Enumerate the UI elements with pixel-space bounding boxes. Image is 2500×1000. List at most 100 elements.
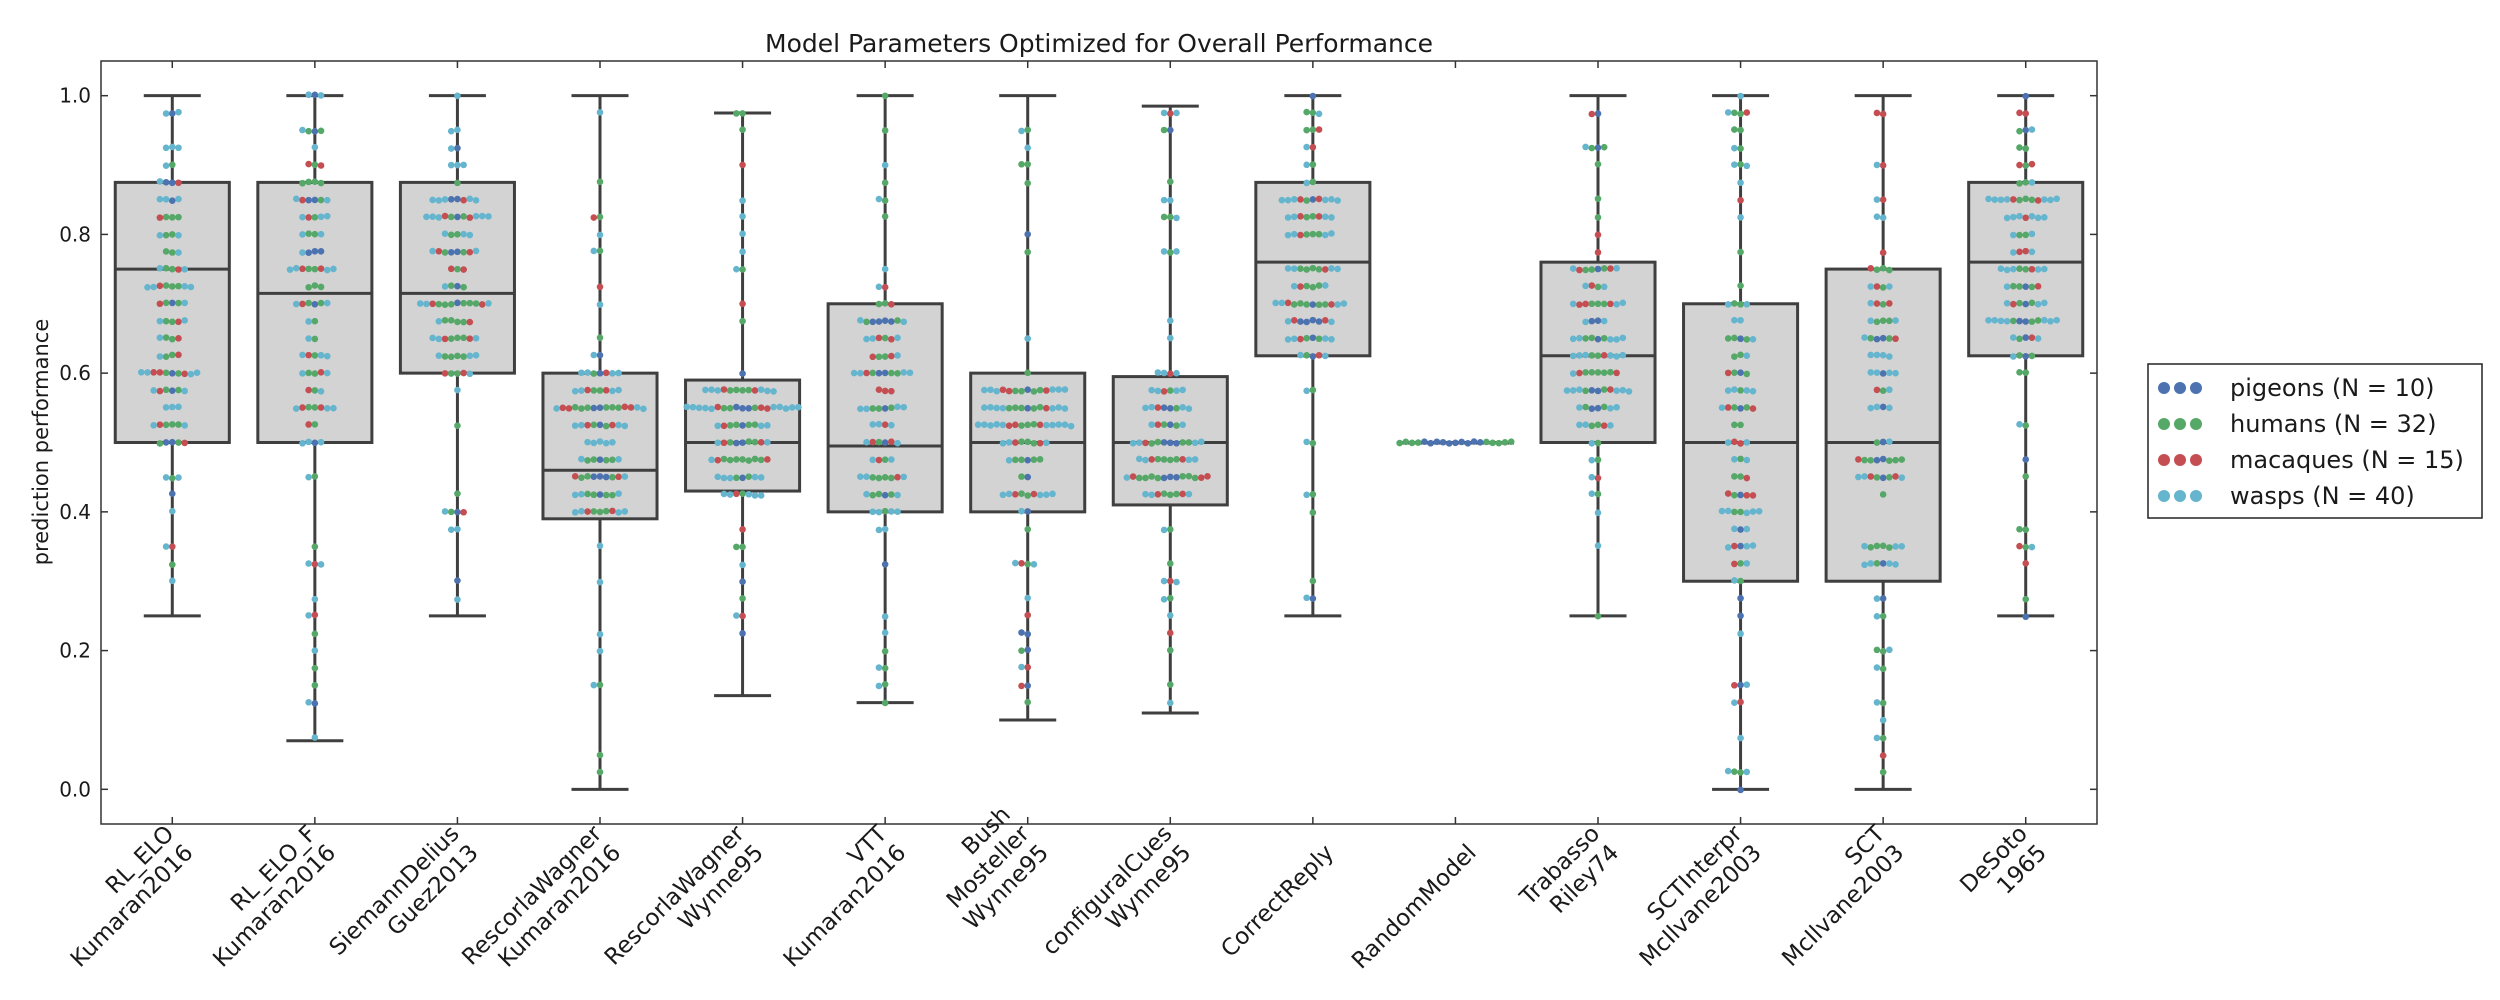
swarm-point (739, 526, 746, 533)
swarm-point (857, 405, 864, 413)
swarm-point (584, 421, 591, 429)
swarm-point (590, 404, 598, 412)
swarm-point (764, 387, 771, 395)
swarm-point (423, 213, 430, 221)
swarm-point (900, 403, 908, 411)
swarm-point (1737, 110, 1744, 118)
swarm-point (156, 421, 164, 428)
swarm-point (615, 473, 622, 481)
swarm-point (571, 403, 579, 411)
swarm-point (317, 179, 325, 187)
swarm-point (472, 334, 480, 342)
swarm-point (1328, 318, 1335, 326)
swarm-point (156, 369, 164, 376)
swarm-point (1873, 386, 1881, 394)
swarm-point (305, 386, 312, 394)
swarm-point (193, 369, 201, 376)
swarm-point (1892, 369, 1899, 377)
swarm-point (1594, 369, 1602, 376)
swarm-point (1731, 681, 1738, 689)
swarm-point (733, 474, 740, 482)
swarm-point (1160, 474, 1168, 482)
swarm-point (1861, 561, 1868, 569)
swarm-point (1731, 144, 1738, 152)
swarm-point (1873, 456, 1881, 464)
swarm-point (429, 334, 436, 342)
swarm-point (162, 231, 170, 239)
swarm-point (1173, 422, 1180, 429)
swarm-point (1588, 282, 1596, 289)
swarm-point (311, 352, 319, 359)
swarm-point (299, 300, 306, 308)
swarm-point (764, 405, 771, 412)
swarm-point (1309, 509, 1317, 516)
swarm-point (596, 283, 604, 291)
swarm-point (1886, 457, 1893, 465)
swarm-point (168, 490, 176, 497)
swarm-point (1030, 456, 1038, 463)
swarm-point (460, 213, 467, 220)
swarm-point (863, 369, 870, 377)
swarm-point (175, 351, 182, 359)
swarm-point (1309, 178, 1317, 186)
swarm-point (602, 404, 610, 411)
swarm-point (739, 630, 746, 637)
swarm-point (1154, 404, 1162, 411)
swarm-point (1309, 595, 1317, 602)
swarm-point (578, 474, 585, 481)
swarm-point (311, 421, 319, 428)
swarm-point (2022, 247, 2030, 255)
swarm-point (708, 456, 715, 464)
swarm-point (888, 474, 895, 482)
swarm-point (695, 404, 703, 412)
swarm-point (311, 300, 319, 308)
swarm-point (596, 109, 604, 116)
swarm-point (2003, 214, 2011, 222)
swarm-point (2016, 127, 2023, 135)
swarm-point (1737, 126, 1744, 134)
swarm-point (1731, 438, 1738, 446)
swarm-point (1731, 560, 1738, 568)
swarm-point (857, 473, 864, 480)
swarm-point (305, 160, 312, 168)
swarm-point (1160, 196, 1168, 204)
swarm-point (454, 126, 461, 134)
swarm-point (162, 317, 170, 325)
y-axis-ticks: 0.0 0.2 0.4 0.6 0.8 1.0 (59, 84, 2097, 801)
swarm-point (1743, 509, 1751, 517)
swarm-point (751, 421, 759, 428)
swarm-point (1743, 301, 1751, 308)
swarm-point (323, 196, 331, 204)
x-tick-label: VTTKumaran2016 (760, 820, 912, 972)
swarm-point (1309, 301, 1317, 308)
swarm-point (1600, 386, 1608, 393)
swarm-point (460, 230, 467, 238)
swarm-point (1724, 507, 1732, 515)
swarm-point (305, 318, 312, 325)
swarm-point (590, 473, 598, 480)
swarm-point (435, 300, 443, 308)
swarm-point (1886, 335, 1893, 342)
swarm-point (1879, 665, 1887, 673)
swarm-point (590, 439, 598, 447)
swarm-point (317, 351, 325, 359)
swarm-point (1055, 386, 1063, 393)
swarm-point (1588, 439, 1596, 447)
swarm-point (1303, 318, 1310, 326)
swarm-point (714, 473, 722, 481)
swarm-point (1334, 265, 1341, 273)
swarm-point (596, 369, 604, 377)
swarm-point (2010, 300, 2017, 308)
swarm-point (1303, 387, 1310, 395)
swarm-point (1898, 543, 1906, 550)
swarm-point (1142, 490, 1149, 498)
swarm-point (181, 387, 188, 395)
swarm-point (1613, 353, 1620, 360)
swarm-point (1749, 492, 1757, 499)
swarm-point (1879, 716, 1887, 724)
swarm-point (993, 421, 1001, 428)
swarm-point (1043, 439, 1050, 447)
swarm-point (485, 213, 492, 220)
swarm-point (1005, 490, 1013, 498)
swarm-point (435, 214, 443, 221)
